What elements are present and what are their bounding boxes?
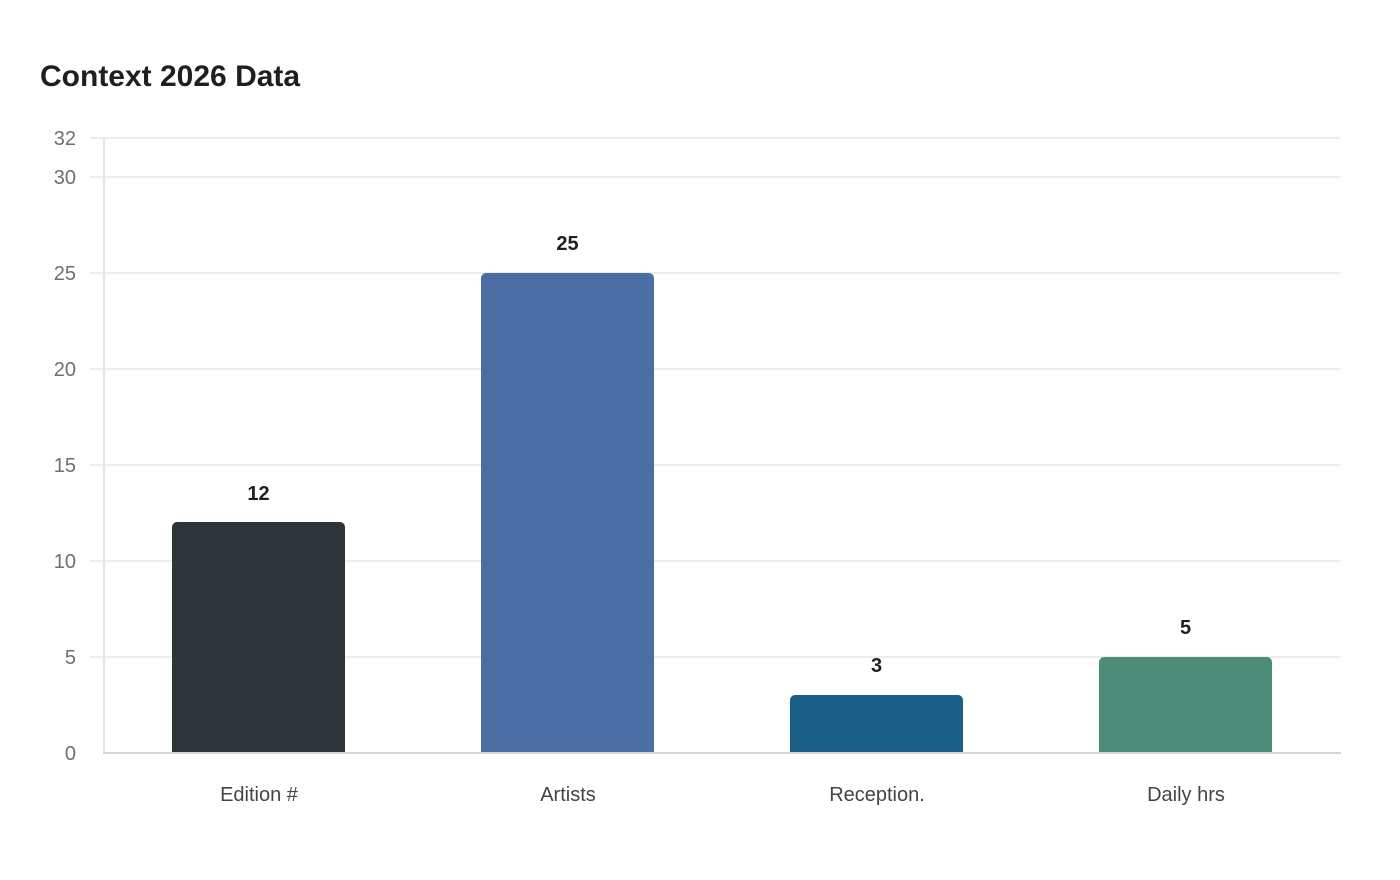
gridline-32 [90, 137, 1340, 139]
y-axis [103, 138, 105, 754]
gridline-20 [90, 368, 1340, 370]
gridline-5 [90, 656, 1340, 658]
x-axis [103, 752, 1341, 754]
y-tick-label: 10 [53, 551, 76, 573]
x-category-label: Daily hrs [1147, 784, 1225, 806]
y-tick-label: 32 [53, 128, 76, 150]
y-tick-label: 5 [64, 647, 76, 669]
bar-edition [172, 522, 345, 753]
bar-value-label: 12 [247, 483, 270, 505]
gridline-30 [90, 176, 1340, 178]
bar-value-label: 5 [1179, 617, 1192, 639]
bar-value-label: 25 [556, 233, 579, 255]
gridline-15 [90, 464, 1340, 466]
bar-reception [790, 695, 963, 753]
y-tick-label: 25 [53, 263, 76, 285]
x-category-label: Artists [540, 784, 596, 806]
bar-daily-hrs [1099, 657, 1272, 753]
x-category-label: Reception. [829, 784, 925, 806]
bar-artists [481, 273, 654, 753]
y-tick-label: 15 [53, 455, 76, 477]
chart-title: Context 2026 Data [40, 60, 301, 93]
y-tick-label: 30 [53, 167, 76, 189]
bar-value-label: 3 [870, 655, 883, 677]
y-tick-label: 20 [53, 359, 76, 381]
gridline-10 [90, 560, 1340, 562]
gridline-25 [90, 272, 1340, 274]
y-tick-label: 0 [64, 743, 76, 765]
x-category-label: Edition # [220, 784, 298, 806]
